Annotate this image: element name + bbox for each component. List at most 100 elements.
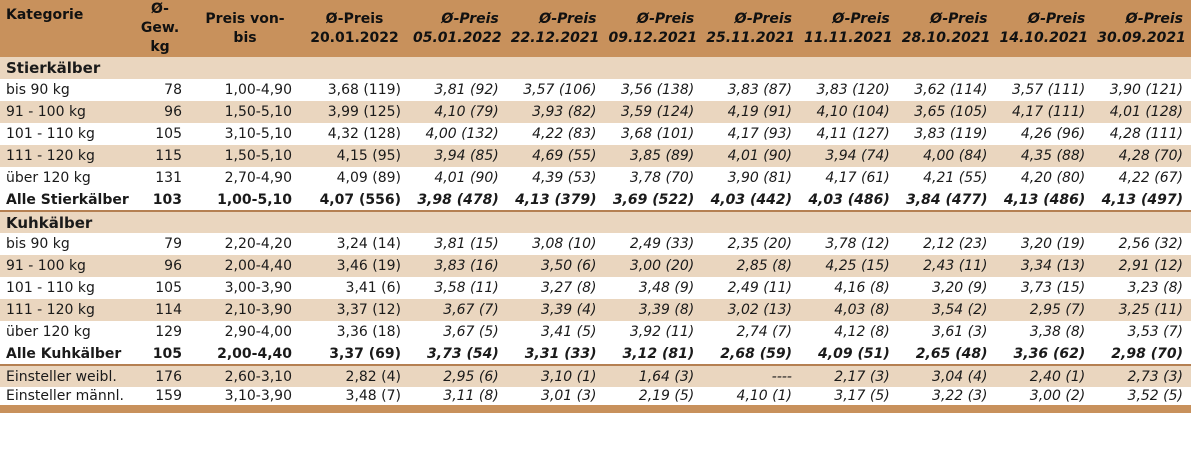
price-cell: 3,52 (5) (1127, 388, 1183, 404)
header-price-col: Ø-Preis 05.01.2022 (409, 0, 507, 57)
price-cell: 3,67 (5) (443, 324, 499, 340)
price-cell: 3,73 (15) (1020, 280, 1086, 296)
price-cell: 3,20 (9) (932, 280, 988, 296)
price-cell: 3,61 (3) (932, 324, 988, 340)
price-cell: 2,43 (11) (923, 258, 988, 274)
price-cell: 3,36 (62) (1013, 345, 1086, 362)
header-preis-range: Preis von-bis (205, 10, 285, 46)
section-title: Stierkälber (6, 59, 101, 77)
price-cell: 3,56 (138) (620, 82, 695, 98)
category-cell: bis 90 kg (6, 82, 70, 98)
table-row: 101 - 110 kg 105 3,10-5,10 4,32 (128) 4,00 (… (0, 123, 1191, 145)
weight-cell: 105 (155, 126, 182, 142)
header-price-date: 30.09.2021 (1097, 29, 1186, 46)
category-cell: Einsteller weibl. (6, 368, 117, 385)
price-cell: 4,22 (67) (1118, 170, 1183, 186)
price-cell: 3,85 (89) (629, 148, 695, 164)
price-cell: 2,98 (70) (1111, 345, 1183, 362)
header-price-date: 25.11.2021 (706, 29, 795, 46)
section-header: Stierkälber (0, 57, 1191, 79)
price-range-cell: 2,10-3,90 (224, 302, 292, 318)
price-cell: 4,17 (111) (1011, 104, 1086, 120)
header-price-date: 05.01.2022 (413, 29, 502, 46)
category-cell: bis 90 kg (6, 236, 70, 252)
header-price-label: Ø-Preis (832, 10, 890, 27)
price-cell: 3,23 (8) (1127, 280, 1183, 296)
price-cell: 3,68 (119) (327, 82, 401, 98)
header-price-label: Ø-Preis (734, 10, 792, 27)
price-cell: 3,02 (13) (727, 302, 792, 318)
price-range-cell: 1,50-5,10 (224, 148, 292, 164)
price-cell: 4,01 (90) (434, 170, 499, 186)
price-cell: 3,93 (82) (532, 104, 597, 120)
price-cell: 4,28 (70) (1118, 148, 1183, 164)
weight-cell: 115 (155, 148, 182, 164)
section-title: Kuhkälber (6, 213, 93, 232)
price-cell: 3,37 (12) (336, 302, 401, 318)
table-row: über 120 kg 131 2,70-4,90 4,09 (89) 4,01 (90… (0, 167, 1191, 189)
header-price-label: Ø-Preis (636, 10, 695, 27)
category-cell: über 120 kg (6, 170, 91, 186)
price-cell: 4,21 (55) (923, 170, 988, 186)
price-cell: 4,09 (51) (818, 345, 890, 362)
category-cell: über 120 kg (6, 324, 91, 340)
price-cell: 4,13 (486) (1003, 191, 1086, 208)
price-cell: 3,24 (14) (336, 236, 401, 252)
header-price-col: Ø-Preis 28.10.2021 (898, 0, 996, 57)
header-price-date: 22.12.2021 (510, 29, 600, 46)
price-cell: 3,92 (11) (629, 324, 695, 340)
price-cell: 3,83 (120) (816, 82, 890, 98)
price-cell: 4,03 (486) (808, 191, 890, 208)
header-price-col: Ø-Preis 09.12.2021 (605, 0, 703, 57)
price-cell: 3,68 (101) (620, 126, 695, 142)
price-range-cell: 1,00-4,90 (224, 82, 292, 98)
price-cell: 3,31 (33) (524, 345, 597, 362)
price-cell: 3,67 (7) (443, 302, 499, 318)
price-cell: 2,68 (59) (720, 345, 792, 362)
price-cell: 4,19 (91) (727, 104, 792, 120)
price-cell: 4,17 (61) (825, 170, 890, 186)
price-cell: 4,25 (15) (825, 258, 890, 274)
category-cell: 101 - 110 kg (6, 126, 95, 142)
price-cell: 2,95 (6) (443, 368, 499, 385)
price-table: Kategorie Ø-Gew. kg Preis von-bis Ø-Prei… (0, 0, 1191, 409)
table-row: bis 90 kg 78 1,00-4,90 3,68 (119) 3,81 (92) 3… (0, 79, 1191, 101)
price-cell: 4,69 (55) (532, 148, 597, 164)
price-cell: 2,95 (7) (1029, 302, 1086, 318)
price-cell: 3,73 (54) (427, 345, 499, 362)
header-price-label: Ø-Preis (441, 10, 499, 27)
weight-cell: 159 (155, 388, 182, 404)
price-cell: 3,99 (125) (327, 104, 401, 120)
table-row: 101 - 110 kg 105 3,00-3,90 3,41 (6) 3,58 (11… (0, 277, 1191, 299)
price-range-cell: 2,00-4,40 (217, 345, 292, 362)
price-cell: 2,17 (3) (834, 368, 890, 385)
table-row: 111 - 120 kg 114 2,10-3,90 3,37 (12) 3,67 (7… (0, 299, 1191, 321)
weight-cell: 114 (155, 302, 182, 318)
price-cell: 3,39 (4) (541, 302, 597, 318)
price-cell: 1,64 (3) (638, 368, 695, 385)
price-cell: 3,90 (81) (727, 170, 792, 186)
price-cell: 3,48 (7) (345, 388, 401, 404)
price-cell: 3,17 (5) (834, 388, 890, 404)
header-kategorie: Kategorie (6, 7, 84, 23)
price-cell: 4,35 (88) (1020, 148, 1086, 164)
price-cell: 3,39 (8) (638, 302, 695, 318)
price-cell: 2,65 (48) (915, 345, 988, 362)
price-cell: 3,37 (69) (329, 345, 401, 362)
price-cell: 2,56 (32) (1118, 236, 1183, 252)
price-cell: 3,69 (522) (612, 191, 695, 208)
price-cell: 3,08 (10) (532, 236, 597, 252)
weight-cell: 78 (164, 82, 182, 98)
price-cell: 4,15 (95) (336, 148, 401, 164)
price-cell: 4,07 (556) (319, 191, 401, 208)
table-header: Kategorie Ø-Gew. kg Preis von-bis Ø-Prei… (0, 0, 1191, 57)
price-cell: 3,27 (8) (541, 280, 597, 296)
price-range-cell: 2,00-4,40 (224, 258, 292, 274)
header-price-col: Ø-Preis 20.01.2022 (300, 0, 409, 57)
price-cell: 3,57 (111) (1011, 82, 1086, 98)
weight-cell: 79 (164, 236, 182, 252)
category-cell: 91 - 100 kg (6, 258, 86, 274)
price-cell: 4,22 (83) (532, 126, 597, 142)
price-cell: 3,12 (81) (622, 345, 695, 362)
header-price-date: 20.01.2022 (310, 29, 399, 46)
